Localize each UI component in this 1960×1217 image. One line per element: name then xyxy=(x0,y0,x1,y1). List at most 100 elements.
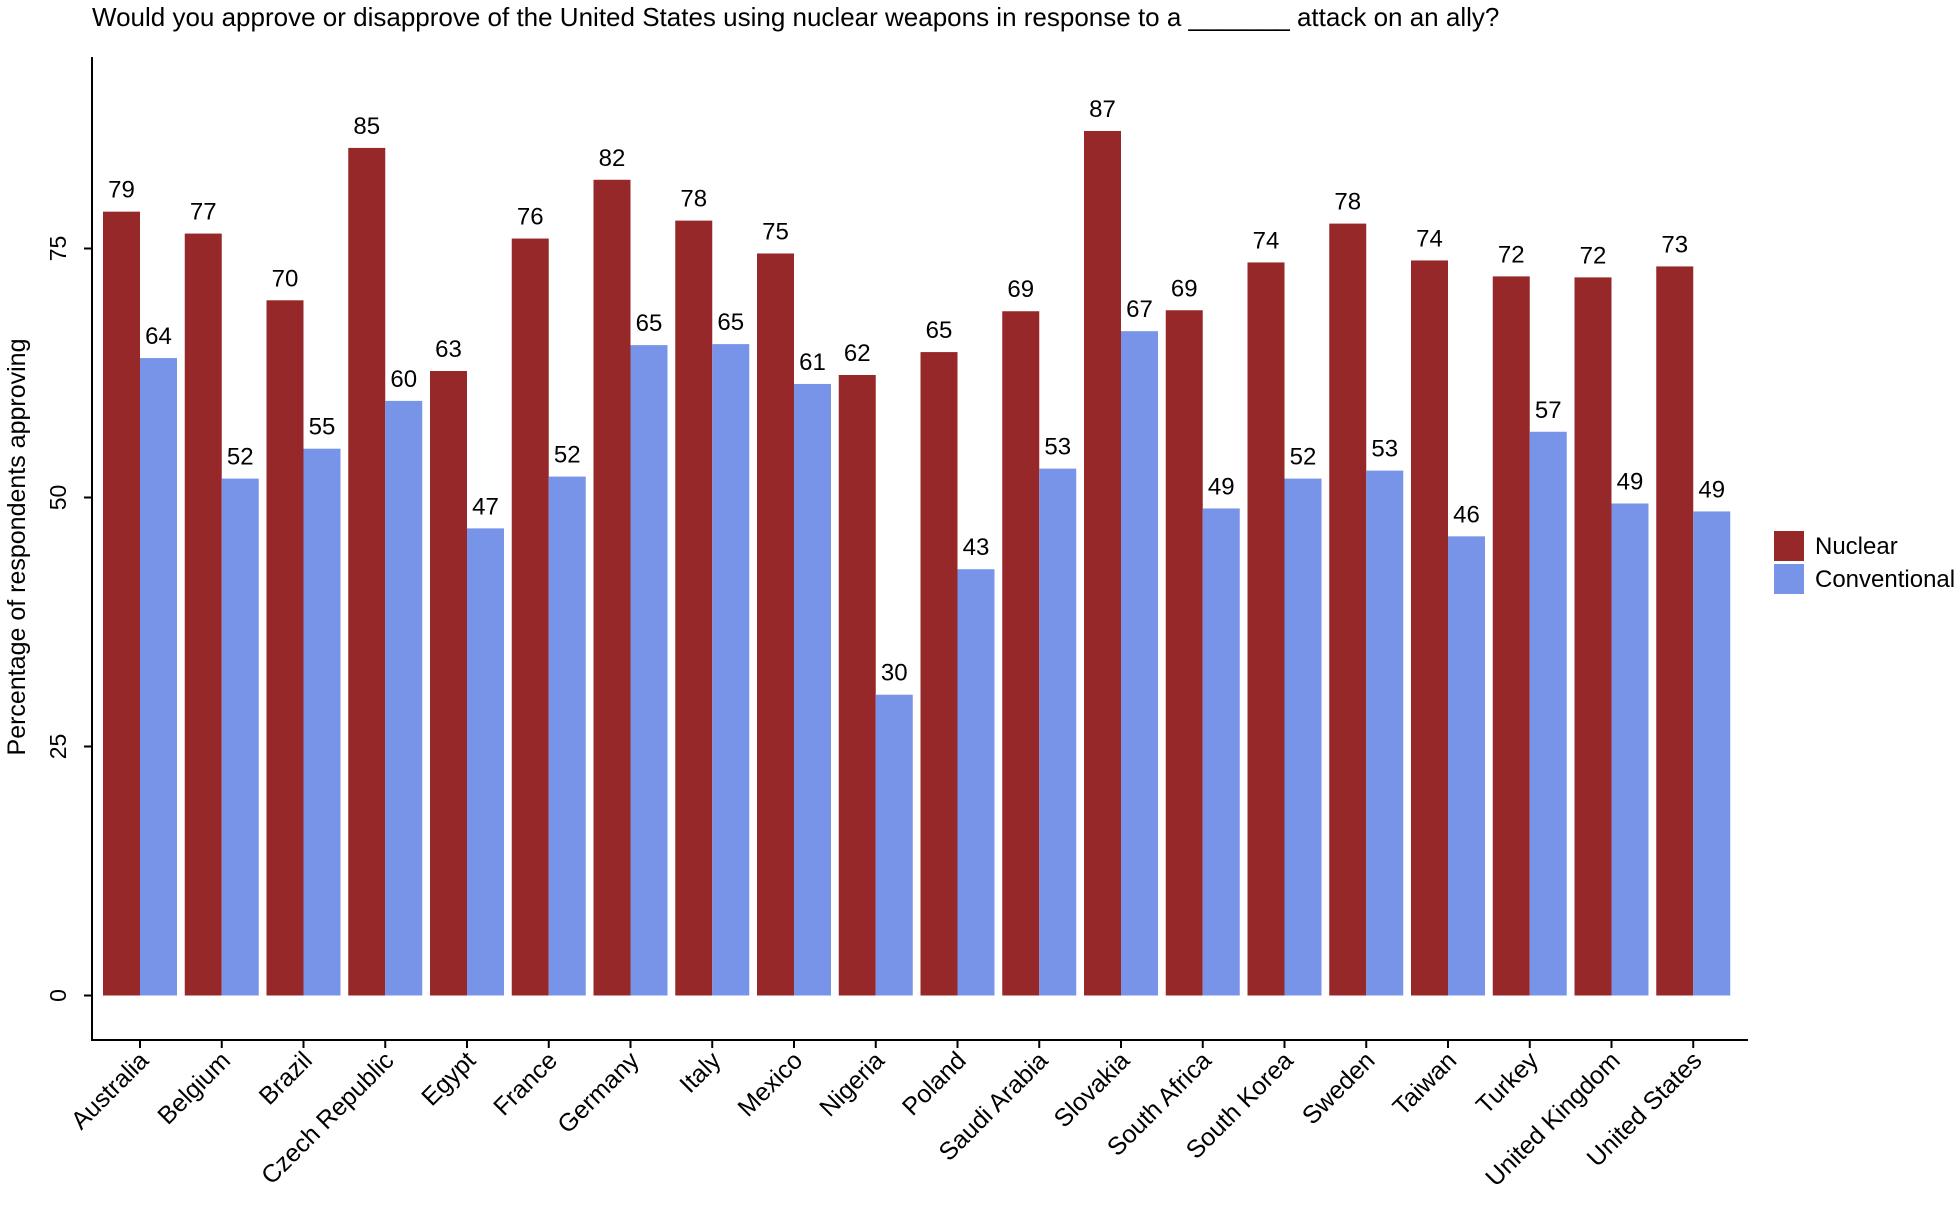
legend-swatch-nuclear xyxy=(1774,531,1804,561)
bar-conventional xyxy=(1611,503,1649,996)
data-label: 47 xyxy=(472,493,499,520)
data-label: 82 xyxy=(599,145,626,172)
y-axis-title: Percentage of respondents approving xyxy=(3,339,31,756)
x-tick-label: Nigeria xyxy=(814,1046,890,1122)
data-label: 69 xyxy=(1171,275,1198,302)
data-label: 74 xyxy=(1416,225,1443,252)
bar-conventional xyxy=(957,569,995,996)
bar-nuclear xyxy=(266,300,304,996)
bar-conventional xyxy=(548,476,586,996)
bar-conventional xyxy=(303,448,341,996)
x-tick-label: Egypt xyxy=(416,1046,481,1111)
y-tick-label: 50 xyxy=(45,485,71,511)
bar-conventional xyxy=(1693,511,1731,996)
bar-conventional xyxy=(630,345,668,996)
data-label: 72 xyxy=(1498,241,1525,268)
bar-conventional xyxy=(467,528,504,996)
bar-conventional xyxy=(1121,331,1158,996)
data-label: 87 xyxy=(1089,96,1116,123)
y-tick-label: 75 xyxy=(45,236,71,262)
x-tick-label: Sweden xyxy=(1297,1046,1381,1130)
data-label: 70 xyxy=(272,265,299,292)
data-label: 61 xyxy=(799,349,826,376)
bar-nuclear xyxy=(103,211,140,996)
legend-label-conventional: Conventional xyxy=(1815,566,1955,593)
legend-swatch-conventional xyxy=(1774,564,1804,594)
data-label: 52 xyxy=(554,442,581,469)
bar-conventional xyxy=(385,400,423,996)
bar-nuclear xyxy=(184,233,222,996)
data-label: 72 xyxy=(1580,242,1607,269)
bar-conventional xyxy=(1366,470,1404,996)
data-label: 63 xyxy=(435,336,462,363)
bar-nuclear xyxy=(1492,276,1530,996)
x-tick-label: Mexico xyxy=(732,1046,808,1122)
data-label: 76 xyxy=(517,204,544,231)
bar-conventional xyxy=(875,694,913,996)
bar-conventional xyxy=(140,358,177,996)
data-label: 53 xyxy=(1044,434,1071,461)
bar-nuclear xyxy=(511,238,549,996)
bar-conventional xyxy=(1284,478,1322,996)
bar-nuclear xyxy=(1411,260,1448,996)
bar-conventional xyxy=(1039,468,1077,996)
data-label: 65 xyxy=(926,317,953,344)
x-tick-label: Italy xyxy=(674,1046,727,1099)
bar-nuclear xyxy=(1247,262,1285,996)
bar-conventional xyxy=(1529,431,1567,996)
data-label: 74 xyxy=(1253,227,1280,254)
x-tick-label: Brazil xyxy=(254,1046,318,1110)
bar-nuclear xyxy=(1165,310,1203,996)
legend-label-nuclear: Nuclear xyxy=(1815,533,1898,560)
data-label: 67 xyxy=(1126,296,1153,323)
bar-conventional xyxy=(221,478,259,996)
data-label: 49 xyxy=(1208,473,1235,500)
bar-nuclear xyxy=(1084,130,1121,996)
x-tick-label: Belgium xyxy=(152,1046,236,1130)
data-label: 53 xyxy=(1371,436,1398,463)
data-label: 69 xyxy=(1007,276,1034,303)
chart-title: Would you approve or disapprove of the U… xyxy=(92,2,1499,32)
bar-nuclear xyxy=(1656,266,1694,996)
bar-nuclear xyxy=(920,352,958,996)
data-label: 55 xyxy=(309,414,336,441)
data-label: 65 xyxy=(636,310,663,337)
bar-nuclear xyxy=(675,220,713,996)
data-label: 73 xyxy=(1661,231,1688,258)
x-tick-label: Germany xyxy=(552,1046,645,1139)
data-label: 52 xyxy=(227,444,254,471)
x-tick-label: Taiwan xyxy=(1387,1046,1462,1121)
x-tick-label: Turkey xyxy=(1471,1046,1545,1120)
bar-nuclear xyxy=(348,147,386,996)
data-label: 46 xyxy=(1453,501,1480,528)
data-label: 78 xyxy=(1334,189,1361,216)
data-label: 64 xyxy=(145,323,172,350)
data-label: 62 xyxy=(844,340,871,367)
y-tick-label: 25 xyxy=(45,734,71,760)
legend: Nuclear Conventional xyxy=(1774,531,1955,594)
y-tick-label: 0 xyxy=(45,989,71,1002)
data-label: 57 xyxy=(1535,397,1562,424)
bar-nuclear xyxy=(757,253,794,996)
data-label: 85 xyxy=(353,113,380,140)
plot-area: 79 64 77 52 70 55 85 60 63 47 76 52 82 65 78 65 75 61 62 30… xyxy=(103,96,1731,996)
bar-conventional xyxy=(794,383,831,996)
bar-nuclear xyxy=(593,179,631,996)
bar-conventional xyxy=(1202,508,1240,996)
data-label: 49 xyxy=(1698,476,1725,503)
data-label: 30 xyxy=(881,660,908,687)
bar-conventional xyxy=(1448,536,1485,996)
bar-conventional xyxy=(712,344,750,996)
x-tick-label: Poland xyxy=(897,1046,972,1121)
data-label: 43 xyxy=(963,534,990,561)
data-label: 49 xyxy=(1617,468,1644,495)
data-label: 52 xyxy=(1290,444,1317,471)
data-label: 75 xyxy=(762,218,789,245)
bar-nuclear xyxy=(838,374,876,996)
bar-nuclear xyxy=(1574,277,1612,996)
data-label: 60 xyxy=(390,366,417,393)
data-label: 77 xyxy=(190,199,217,226)
bar-nuclear xyxy=(430,371,467,996)
